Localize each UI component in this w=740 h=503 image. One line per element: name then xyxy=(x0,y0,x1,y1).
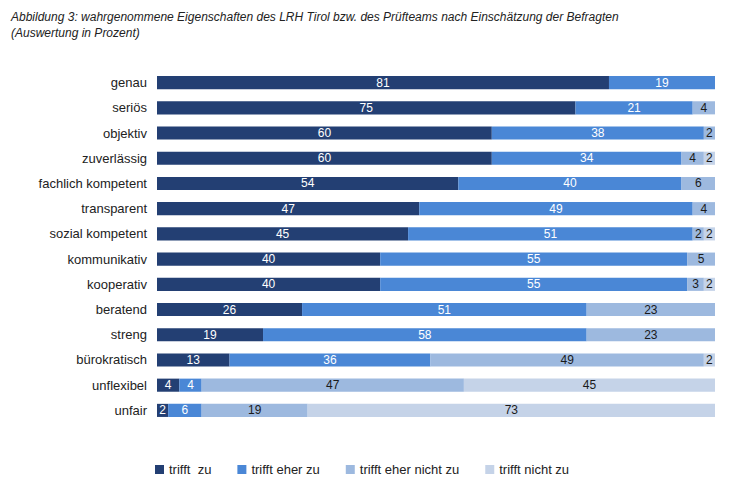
svg-text:34: 34 xyxy=(580,151,594,165)
svg-text:51: 51 xyxy=(544,227,558,241)
svg-text:2: 2 xyxy=(706,227,713,241)
svg-text:2: 2 xyxy=(706,126,713,140)
svg-text:26: 26 xyxy=(223,303,237,317)
svg-text:58: 58 xyxy=(418,328,432,342)
svg-text:4: 4 xyxy=(700,101,707,115)
svg-text:bürokratisch: bürokratisch xyxy=(76,352,147,367)
svg-text:45: 45 xyxy=(276,227,290,241)
svg-text:4: 4 xyxy=(700,202,707,216)
svg-text:54: 54 xyxy=(301,176,315,190)
svg-text:40: 40 xyxy=(563,176,577,190)
svg-text:trifft zu: trifft zu xyxy=(169,462,211,477)
svg-text:3: 3 xyxy=(692,277,699,291)
svg-text:fachlich kompetent: fachlich kompetent xyxy=(39,176,148,191)
svg-text:21: 21 xyxy=(627,101,641,115)
svg-text:75: 75 xyxy=(360,101,374,115)
svg-text:55: 55 xyxy=(527,277,541,291)
svg-text:73: 73 xyxy=(505,403,519,417)
svg-text:sozial kompetent: sozial kompetent xyxy=(49,226,147,241)
svg-text:47: 47 xyxy=(281,202,295,216)
svg-text:unflexibel: unflexibel xyxy=(92,378,147,393)
svg-text:2: 2 xyxy=(706,353,713,367)
svg-text:23: 23 xyxy=(644,328,658,342)
svg-text:trifft eher zu: trifft eher zu xyxy=(251,462,319,477)
svg-text:genau: genau xyxy=(111,75,147,90)
svg-text:36: 36 xyxy=(323,353,337,367)
svg-text:unfair: unfair xyxy=(114,403,147,418)
svg-text:4: 4 xyxy=(187,378,194,392)
svg-text:40: 40 xyxy=(262,252,276,266)
svg-text:zuverlässig: zuverlässig xyxy=(82,151,147,166)
svg-text:4: 4 xyxy=(689,151,696,165)
svg-text:23: 23 xyxy=(644,303,658,317)
svg-text:6: 6 xyxy=(695,176,702,190)
svg-text:19: 19 xyxy=(203,328,217,342)
svg-text:objektiv: objektiv xyxy=(103,126,148,141)
svg-text:streng: streng xyxy=(111,327,147,342)
svg-text:51: 51 xyxy=(438,303,452,317)
svg-text:2: 2 xyxy=(706,151,713,165)
svg-text:60: 60 xyxy=(318,126,332,140)
svg-text:19: 19 xyxy=(248,403,262,417)
svg-text:5: 5 xyxy=(698,252,705,266)
svg-text:38: 38 xyxy=(591,126,605,140)
svg-text:40: 40 xyxy=(262,277,276,291)
svg-text:6: 6 xyxy=(182,403,189,417)
svg-text:2: 2 xyxy=(695,227,702,241)
svg-text:49: 49 xyxy=(549,202,563,216)
svg-text:81: 81 xyxy=(376,76,390,90)
svg-text:Abbildung 3: wahrgenommene Eig: Abbildung 3: wahrgenommene Eigenschaften… xyxy=(10,10,622,24)
svg-text:4: 4 xyxy=(165,378,172,392)
svg-text:(Auswertung in Prozent): (Auswertung in Prozent) xyxy=(11,26,140,40)
svg-text:13: 13 xyxy=(187,353,201,367)
svg-text:beratend: beratend xyxy=(96,302,147,317)
svg-text:49: 49 xyxy=(560,353,574,367)
svg-text:47: 47 xyxy=(326,378,340,392)
svg-text:trifft nicht zu: trifft nicht zu xyxy=(499,462,569,477)
svg-text:trifft eher nicht zu: trifft eher nicht zu xyxy=(360,462,459,477)
svg-text:60: 60 xyxy=(318,151,332,165)
svg-text:transparent: transparent xyxy=(81,201,147,216)
svg-text:2: 2 xyxy=(159,403,166,417)
svg-text:kooperativ: kooperativ xyxy=(87,277,147,292)
svg-text:seriös: seriös xyxy=(112,100,147,115)
svg-text:19: 19 xyxy=(655,76,669,90)
svg-text:55: 55 xyxy=(527,252,541,266)
svg-text:kommunikativ: kommunikativ xyxy=(68,252,148,267)
svg-text:45: 45 xyxy=(583,378,597,392)
svg-text:2: 2 xyxy=(706,277,713,291)
